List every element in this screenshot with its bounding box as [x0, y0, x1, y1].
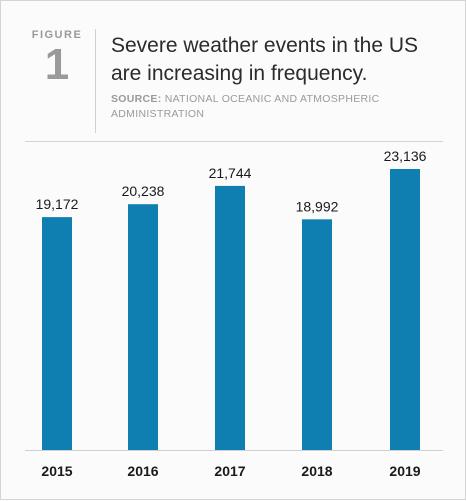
bar-2015 [42, 217, 72, 450]
figure-number: 1 [44, 40, 70, 89]
bar-2019 [390, 169, 420, 450]
figure-title: Severe weather events in the US are incr… [111, 34, 419, 85]
x-tick-2016: 2016 [127, 463, 158, 479]
bar-2018 [302, 219, 332, 450]
value-label-2015: 19,172 [36, 196, 79, 212]
bar-2016 [128, 204, 158, 450]
bar-2017 [215, 185, 245, 451]
figure-label: FIGURE [31, 29, 83, 41]
figure-source: SOURCE: NATIONAL OCEANIC AND ATMOSPHERIC… [111, 92, 431, 122]
value-label-2016: 20,238 [122, 183, 165, 199]
source-key: SOURCE: [111, 93, 162, 105]
source-text: NATIONAL OCEANIC AND ATMOSPHERIC ADMINIS… [111, 93, 380, 120]
x-tick-2017: 2017 [214, 463, 245, 479]
value-label-2018: 18,992 [296, 198, 339, 214]
title-divider [25, 141, 443, 142]
header-divider [95, 29, 96, 133]
x-tick-2015: 2015 [41, 463, 72, 479]
value-label-2019: 23,136 [384, 148, 427, 164]
value-label-2017: 21,744 [209, 165, 252, 181]
x-tick-2018: 2018 [301, 463, 332, 479]
x-tick-2019: 2019 [389, 463, 420, 479]
